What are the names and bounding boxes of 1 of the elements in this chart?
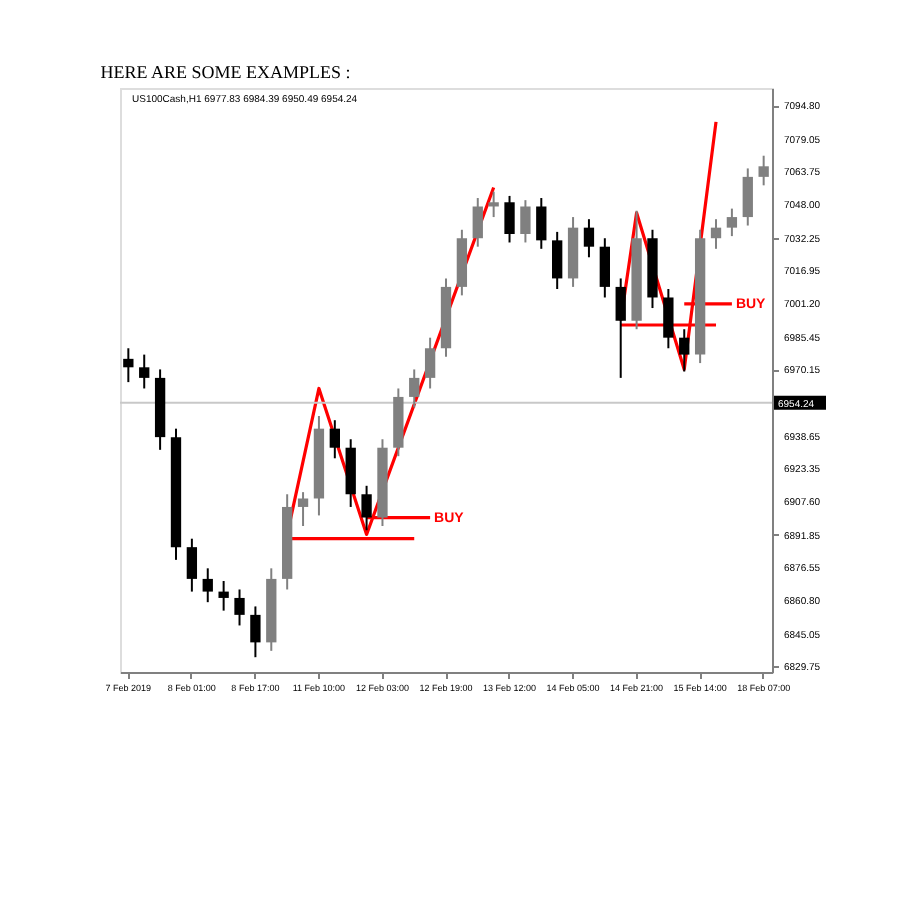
- chart-title: HERE ARE SOME EXAMPLES :: [100, 62, 351, 82]
